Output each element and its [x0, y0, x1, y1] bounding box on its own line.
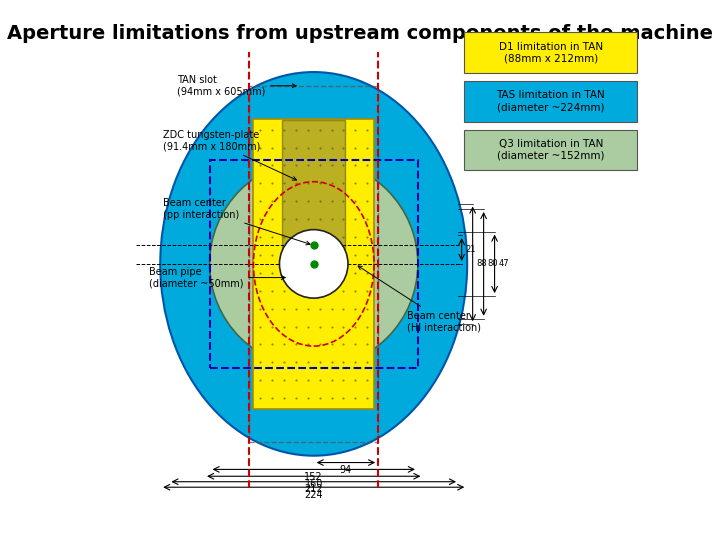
Ellipse shape: [210, 160, 418, 368]
Text: Beam center
(pp interaction): Beam center (pp interaction): [163, 198, 310, 245]
Text: 88: 88: [477, 259, 487, 268]
Text: Aperture limitations from upstream components of the machine: Aperture limitations from upstream compo…: [7, 24, 713, 43]
Text: TAS limitation in TAN
(diameter ~224mm): TAS limitation in TAN (diameter ~224mm): [496, 90, 606, 112]
Bar: [282, 120, 345, 250]
Text: Beam pipe
(diameter ~50mm): Beam pipe (diameter ~50mm): [149, 267, 285, 288]
Ellipse shape: [279, 230, 348, 298]
Text: 160: 160: [305, 479, 323, 489]
Text: 80: 80: [487, 259, 498, 268]
Bar: [253, 119, 374, 409]
Text: 212: 212: [305, 484, 323, 495]
Bar: [249, 86, 378, 442]
Text: 94: 94: [340, 465, 352, 475]
Text: D1 limitation in TAN
(88mm x 212mm): D1 limitation in TAN (88mm x 212mm): [499, 42, 603, 64]
Text: 47: 47: [499, 259, 509, 268]
Text: 224: 224: [305, 490, 323, 500]
Text: ZDC tungsten-plate
(91.4mm x 180mm): ZDC tungsten-plate (91.4mm x 180mm): [163, 130, 297, 180]
Ellipse shape: [161, 72, 467, 456]
Bar: [210, 160, 418, 368]
Text: 21: 21: [466, 245, 477, 254]
Text: Q3 limitation in TAN
(diameter ~152mm): Q3 limitation in TAN (diameter ~152mm): [497, 139, 605, 160]
Text: TAN slot
(94mm x 605mm): TAN slot (94mm x 605mm): [176, 75, 296, 97]
Text: 152: 152: [305, 472, 323, 482]
Text: Beam center
(HI interaction): Beam center (HI interaction): [358, 266, 481, 332]
